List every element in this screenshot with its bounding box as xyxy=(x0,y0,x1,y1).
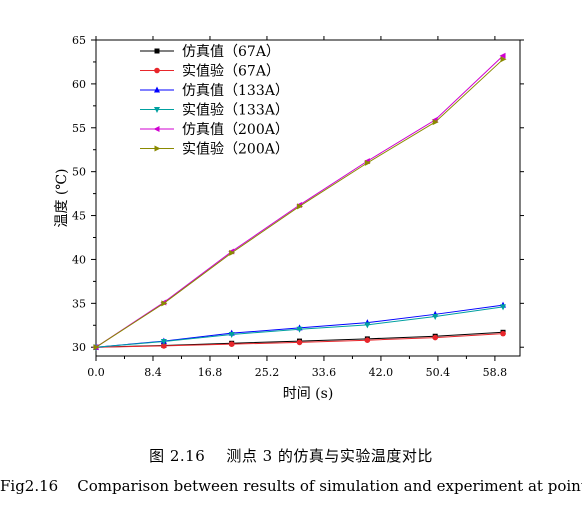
data-point xyxy=(297,203,304,210)
legend-marker xyxy=(154,86,160,93)
legend-label: 仿真值（200A） xyxy=(182,122,289,138)
legend-label: 实值验（200A） xyxy=(182,142,289,158)
y-tick-label: 30 xyxy=(72,341,86,354)
y-tick-label: 40 xyxy=(72,253,86,266)
y-axis-title: 温度 (℃) xyxy=(54,168,70,227)
data-point xyxy=(432,314,439,320)
data-point xyxy=(432,119,439,126)
y-tick-label: 35 xyxy=(72,297,86,310)
series-6 xyxy=(93,56,507,351)
data-point xyxy=(364,337,371,344)
series-line xyxy=(95,55,504,348)
figure-caption-chinese: 图 2.16 测点 3 的仿真与实验温度对比 xyxy=(149,447,433,465)
data-point xyxy=(229,249,236,256)
data-point xyxy=(364,322,371,329)
data-point xyxy=(296,326,303,333)
legend-marker xyxy=(154,107,160,113)
data-point xyxy=(161,300,168,307)
data-point xyxy=(296,339,303,346)
data-point xyxy=(160,339,167,346)
data-point xyxy=(500,330,506,337)
data-point xyxy=(499,52,506,59)
data-point xyxy=(500,304,507,311)
legend-item-4: 实值验（133A） xyxy=(140,103,289,119)
data-point xyxy=(228,331,235,338)
legend-label: 实值验（67A） xyxy=(182,64,280,80)
data-point xyxy=(161,343,167,349)
legend-marker xyxy=(154,145,161,152)
legend-marker xyxy=(154,67,160,74)
x-tick-label: 16.8 xyxy=(198,366,223,379)
x-tick-label: 0.0 xyxy=(87,366,105,379)
x-tick-label: 25.2 xyxy=(255,366,280,379)
data-point xyxy=(228,341,235,347)
series-2 xyxy=(93,330,506,351)
x-tick-label: 50.4 xyxy=(426,366,451,379)
legend-item-6: 实值验（200A） xyxy=(140,142,289,158)
legend-marker xyxy=(153,126,160,132)
y-tick-label: 50 xyxy=(72,166,86,179)
legend-item-3: 仿真值（133A） xyxy=(140,83,289,99)
data-point xyxy=(364,159,371,166)
x-axis-title: 时间 (s) xyxy=(283,386,334,402)
legend-label: 仿真值（133A） xyxy=(182,83,289,99)
series-line xyxy=(95,58,504,348)
y-tick-label: 65 xyxy=(72,34,86,47)
y-tick-label: 45 xyxy=(72,210,86,223)
legend-label: 仿真值（67A） xyxy=(182,44,280,60)
legend-item-1: 仿真值（67A） xyxy=(140,44,280,60)
legend-marker xyxy=(154,48,160,54)
plot-frame xyxy=(95,39,521,357)
x-tick-label: 42.0 xyxy=(369,366,394,379)
data-point xyxy=(93,344,100,351)
legend-label: 实值验（133A） xyxy=(182,103,289,119)
figure-caption-english: Fig2.16 Comparison between results of si… xyxy=(0,477,582,495)
y-tick-label: 60 xyxy=(72,78,86,91)
x-tick-label: 58.8 xyxy=(483,366,508,379)
data-point xyxy=(432,334,439,341)
series-5 xyxy=(92,52,506,351)
data-point xyxy=(500,56,507,63)
legend-item-2: 实值验（67A） xyxy=(140,64,280,80)
x-tick-label: 8.4 xyxy=(144,366,162,379)
y-tick-label: 55 xyxy=(72,122,86,135)
x-tick-label: 33.6 xyxy=(312,366,337,379)
legend-item-5: 仿真值（200A） xyxy=(140,122,289,138)
